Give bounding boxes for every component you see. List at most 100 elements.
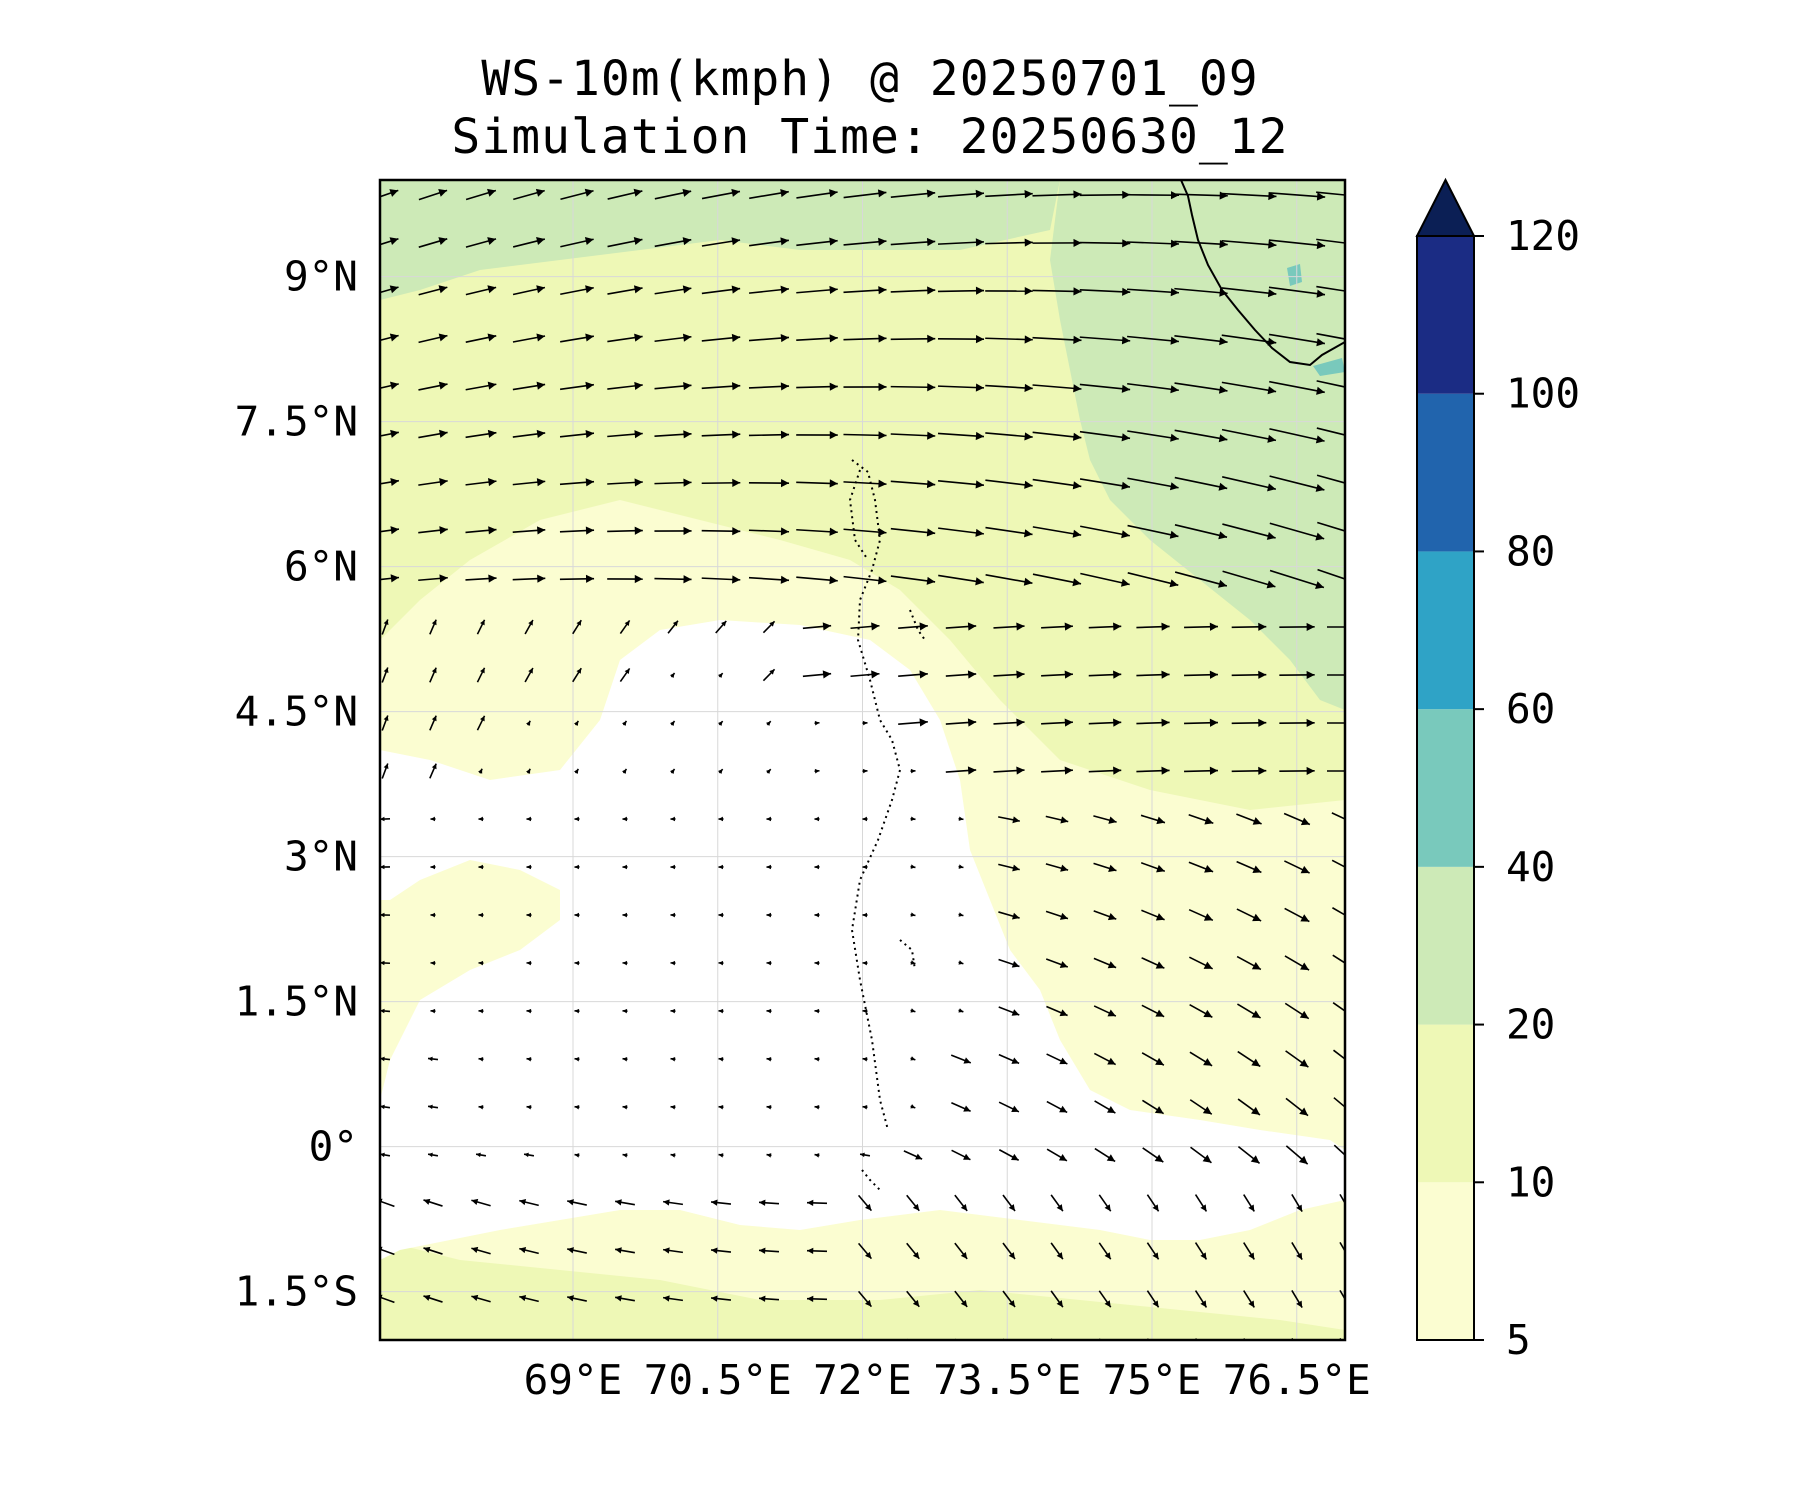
wind-vector [1032,335,1082,344]
wind-vector [985,383,1033,393]
wind-vector [1079,478,1131,490]
wind-vector [654,285,692,295]
wind-vector [1317,568,1345,580]
wind-vector [1188,861,1214,873]
wind-vector [1098,1194,1112,1212]
wind-vector [1079,430,1131,442]
wind-vector [1284,860,1310,874]
wind-vector [478,1008,484,1014]
wind-vector [607,381,643,390]
wind-vector [1279,622,1315,632]
wind-vector [1243,1290,1255,1308]
wind-vector [429,715,437,731]
wind-vector [1174,287,1228,297]
wind-vector [1333,1144,1345,1157]
wind-vector [471,1343,490,1350]
wind-vector [985,479,1033,489]
wind-vector [1316,191,1345,196]
wind-vector [796,285,838,294]
wind-vector [1221,191,1277,201]
wind-vector [718,720,724,726]
wind-vector [814,912,820,918]
wind-vector [1002,1242,1016,1260]
wind-vector [951,1149,971,1161]
wind-vector [814,768,820,774]
wind-vector [1331,812,1345,820]
lat-tick-label: 6°N [284,543,358,591]
wind-vector [796,382,838,391]
wind-vector [1285,1097,1309,1117]
wind-vector [766,720,772,726]
wind-vector [850,670,880,679]
wind-vector [1269,428,1325,444]
wind-vector [381,763,389,779]
wind-vector [380,864,391,870]
wind-vector [607,188,643,200]
wind-vector [574,816,580,822]
wind-vector [1093,957,1117,969]
wind-vector [890,383,936,392]
wind-vector [951,1101,971,1113]
wind-vector [380,1104,391,1110]
wind-vector [1079,383,1131,393]
lon-tick-label: 73.5°E [933,1356,1081,1404]
wind-vector [1050,1242,1064,1260]
wind-vector [1079,336,1131,345]
wind-vector [998,816,1020,824]
wind-vector [1184,718,1218,727]
wind-vector [1222,476,1276,492]
wind-vector [622,1105,628,1110]
wind-vector [1268,333,1326,347]
wind-vector [430,816,436,822]
wind-vector [607,430,643,439]
wind-vector [615,1247,635,1254]
wind-vector [380,1056,391,1062]
wind-vector [526,864,532,870]
chart-title: WS-10m(kmph) @ 20250701_09 Simulation Ti… [380,50,1360,166]
wind-vector [898,622,928,631]
wind-vector [430,1008,436,1014]
wind-vector [766,1153,772,1158]
wind-vector [857,1338,861,1340]
wind-vector [654,381,692,391]
colorbar-tick-label: 60 [1506,685,1555,733]
wind-vector [890,431,936,440]
wind-vector [806,1295,828,1303]
wind-vector [381,715,389,731]
wind-vector [622,1056,628,1062]
wind-vector [1236,908,1262,922]
wind-vector [802,622,832,631]
wind-vector [954,1338,957,1340]
wind-vector [512,526,546,535]
wind-vector [1136,766,1170,775]
colorbar-segment [1417,236,1474,394]
wind-vector [663,1343,683,1349]
wind-vector [748,575,790,584]
wind-vector [1045,863,1069,872]
wind-vector [1279,670,1315,680]
wind-vector [748,527,790,536]
wind-vector [898,718,928,727]
wind-vector [418,429,448,439]
lat-tick-label: 3°N [284,833,358,881]
wind-vector [701,237,741,247]
wind-vector [843,431,887,440]
wind-vector [710,1295,732,1302]
wind-vector [1041,766,1073,775]
wind-vector [1316,238,1345,244]
wind-vector [670,1056,676,1062]
colorbar-tick-label: 120 [1506,212,1580,260]
wind-vector [1231,718,1267,727]
wind-vector [954,1194,968,1212]
wind-vector [1269,569,1325,589]
wind-vector [1050,1194,1064,1212]
wind-vector [910,1008,916,1013]
wind-vector [512,429,546,438]
wind-vector [476,667,486,683]
wind-vector [526,912,532,918]
wind-vector [718,672,724,678]
wind-vector [1268,192,1326,201]
wind-vector [1080,525,1130,539]
wind-vector [607,333,643,343]
wind-vector [560,188,594,201]
